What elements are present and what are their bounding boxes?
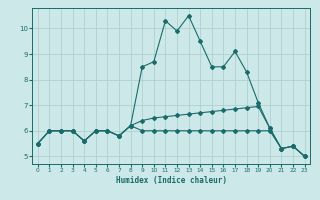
X-axis label: Humidex (Indice chaleur): Humidex (Indice chaleur): [116, 176, 227, 185]
